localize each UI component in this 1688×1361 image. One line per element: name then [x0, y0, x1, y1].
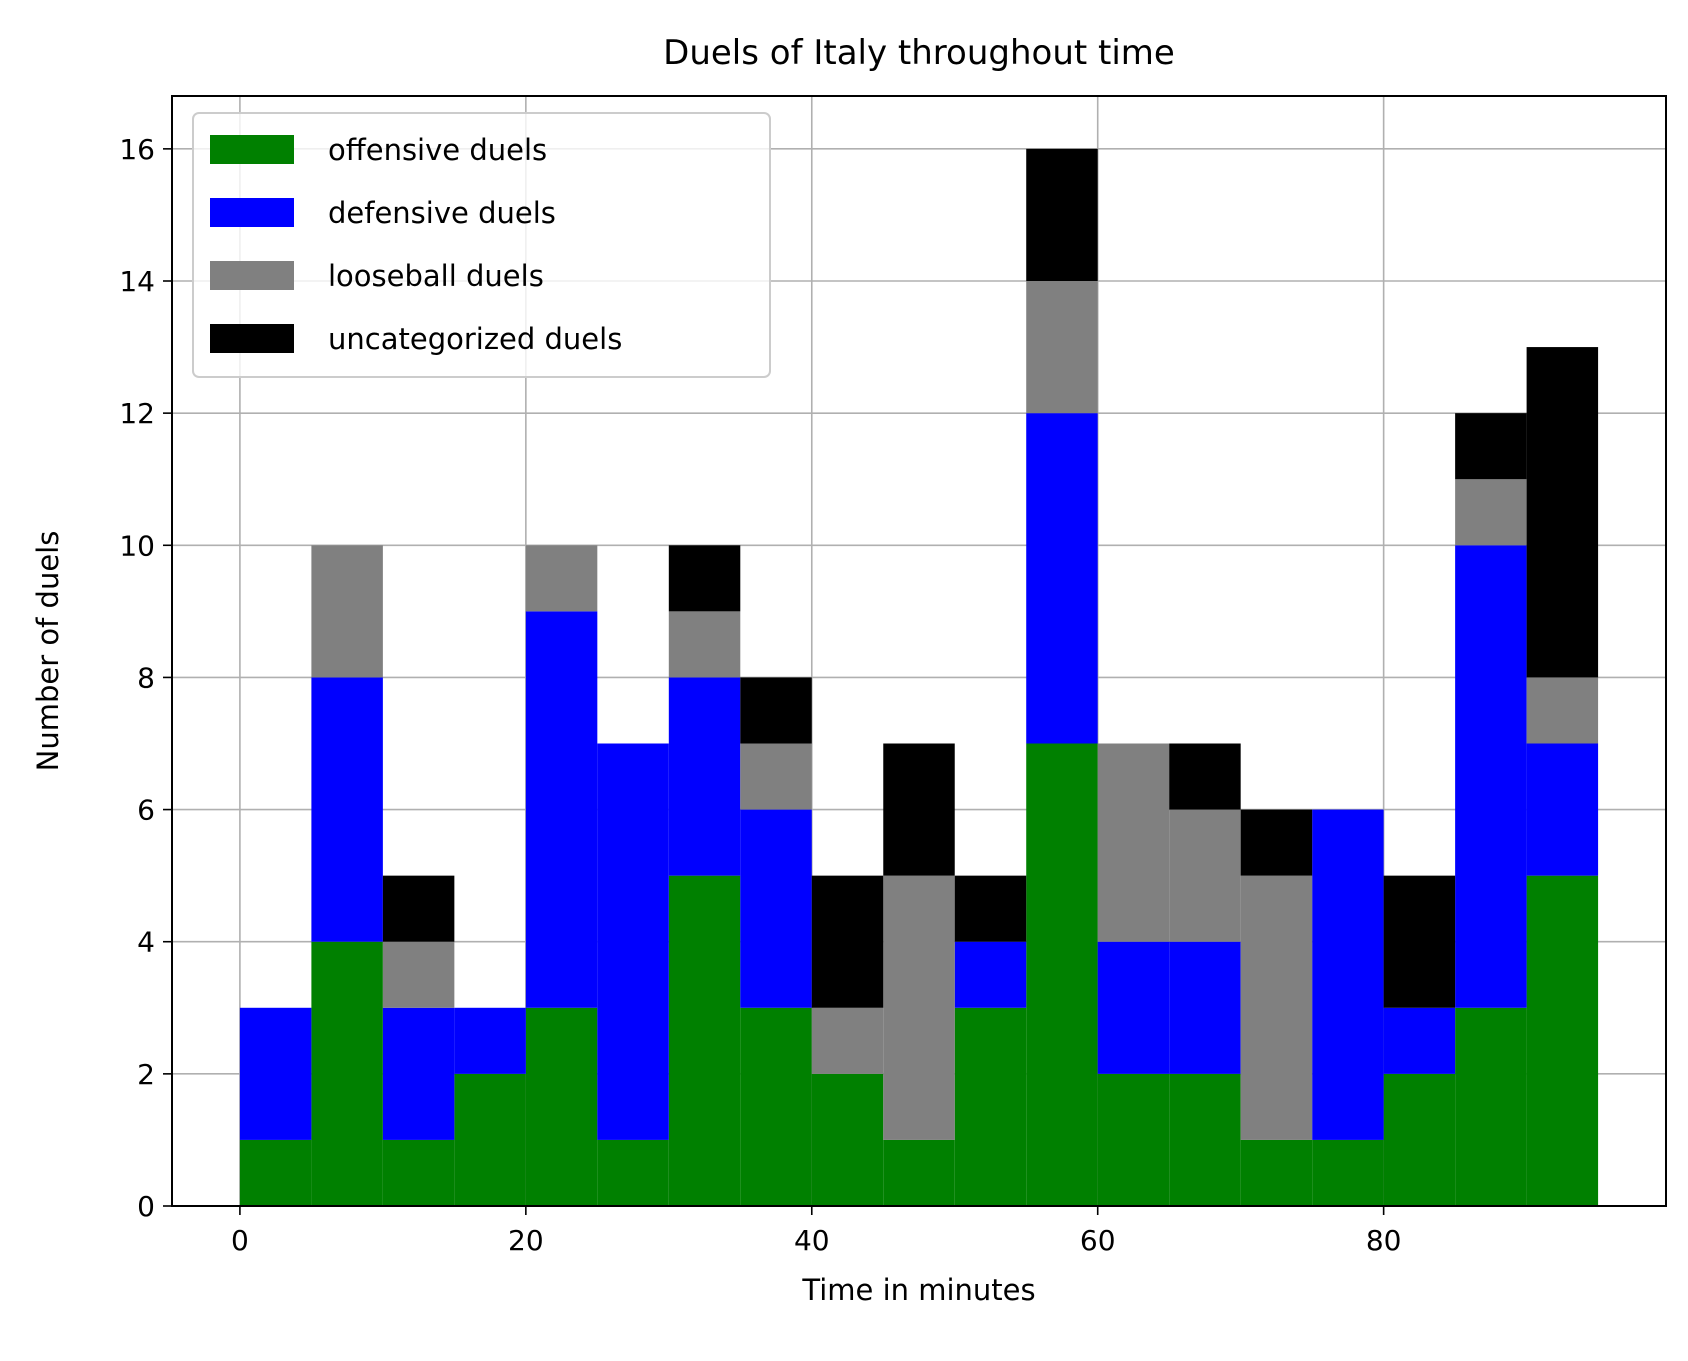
bar-uncategorized-duels-35: [740, 677, 812, 744]
legend-label-looseball-duels: looseball duels: [328, 259, 544, 293]
bar-offensive-duels-40: [811, 1073, 884, 1206]
chart-title: Duels of Italy throughout time: [663, 33, 1175, 73]
bar-uncategorized-duels-30: [668, 545, 741, 612]
x-tick-label: 60: [1080, 1224, 1116, 1257]
x-axis-ticks: 0 20 40 60 80: [231, 1206, 1401, 1257]
bar-offensive-duels-75: [1312, 1139, 1384, 1206]
bar-defensive-duels-25: [597, 743, 669, 1140]
bar-offensive-duels-80: [1383, 1073, 1456, 1206]
x-tick-label: 80: [1366, 1224, 1402, 1257]
bar-uncategorized-duels-40: [811, 875, 884, 1008]
bars: [239, 148, 1599, 1206]
legend-swatch-offensive-duels: [210, 135, 294, 164]
bar-looseball-duels-30: [668, 611, 741, 678]
x-tick-label: 0: [231, 1224, 249, 1257]
legend-swatch-looseball-duels: [210, 261, 294, 290]
bar-uncategorized-duels-85: [1455, 413, 1527, 480]
bar-looseball-duels-55: [1026, 281, 1098, 414]
y-tick-label: 8: [137, 661, 155, 694]
bar-defensive-duels-55: [1026, 413, 1098, 744]
bar-offensive-duels-10: [382, 1139, 455, 1206]
bar-looseball-duels-40: [811, 1007, 884, 1074]
bar-uncategorized-duels-70: [1240, 809, 1313, 876]
bar-uncategorized-duels-90: [1526, 347, 1599, 678]
x-axis-label: Time in minutes: [801, 1273, 1035, 1307]
plot-frame: [171, 95, 1667, 1207]
legend-box: [192, 112, 771, 378]
bar-uncategorized-duels-50: [954, 875, 1027, 942]
bar-looseball-duels-10: [382, 941, 455, 1008]
bar-looseball-duels-65: [1169, 809, 1241, 942]
bar-offensive-duels-50: [954, 1007, 1027, 1206]
bar-defensive-duels-75: [1312, 809, 1384, 1140]
y-tick-label: 16: [119, 133, 155, 166]
bar-uncategorized-duels-45: [883, 743, 955, 876]
bar-looseball-duels-35: [740, 743, 812, 810]
bar-uncategorized-duels-80: [1383, 875, 1456, 1008]
y-tick-label: 12: [119, 397, 155, 430]
bar-looseball-duels-90: [1526, 677, 1599, 744]
legend: offensive duels defensive duels looseball …: [192, 112, 771, 378]
bar-defensive-duels-85: [1455, 545, 1527, 1008]
bar-looseball-duels-20: [525, 545, 598, 612]
bar-offensive-duels-5: [311, 941, 383, 1206]
bar-defensive-duels-0: [239, 1007, 312, 1140]
legend-label-offensive-duels: offensive duels: [328, 133, 547, 167]
x-tick-label: 40: [794, 1224, 830, 1257]
bar-uncategorized-duels-65: [1169, 743, 1241, 810]
bar-offensive-duels-85: [1455, 1007, 1527, 1206]
bar-defensive-duels-10: [382, 1007, 455, 1140]
bar-looseball-duels-5: [311, 545, 383, 678]
bar-offensive-duels-55: [1026, 743, 1098, 1206]
bar-defensive-duels-60: [1097, 941, 1170, 1074]
bar-defensive-duels-20: [525, 611, 598, 1008]
bar-defensive-duels-35: [740, 809, 812, 1008]
y-tick-label: 10: [119, 529, 155, 562]
y-tick-label: 4: [137, 926, 155, 959]
bar-offensive-duels-35: [740, 1007, 812, 1206]
bar-defensive-duels-50: [954, 941, 1027, 1008]
y-tick-label: 2: [137, 1058, 155, 1091]
bar-offensive-duels-25: [597, 1139, 669, 1206]
bar-defensive-duels-5: [311, 677, 383, 942]
bar-defensive-duels-80: [1383, 1007, 1456, 1074]
bar-uncategorized-duels-55: [1026, 148, 1098, 281]
bar-offensive-duels-60: [1097, 1073, 1170, 1206]
bar-offensive-duels-15: [454, 1073, 526, 1206]
bar-looseball-duels-60: [1097, 743, 1170, 942]
y-tick-label: 6: [137, 794, 155, 827]
bar-defensive-duels-15: [454, 1007, 526, 1074]
y-axis-ticks: 0 2 4 6 8 10 12 14 16: [119, 133, 172, 1223]
bar-offensive-duels-70: [1240, 1139, 1313, 1206]
bar-uncategorized-duels-10: [382, 875, 455, 942]
bar-looseball-duels-45: [883, 875, 955, 1140]
bar-offensive-duels-20: [525, 1007, 598, 1206]
bar-offensive-duels-0: [239, 1139, 312, 1206]
y-tick-label: 0: [137, 1190, 155, 1223]
legend-swatch-uncategorized-duels: [210, 324, 294, 353]
bar-offensive-duels-45: [883, 1139, 955, 1206]
bar-defensive-duels-30: [668, 677, 741, 876]
bar-offensive-duels-90: [1526, 875, 1599, 1206]
y-axis-label: Number of duels: [31, 531, 65, 772]
bar-looseball-duels-85: [1455, 479, 1527, 546]
y-tick-label: 14: [119, 265, 155, 298]
bar-looseball-duels-70: [1240, 875, 1313, 1140]
bar-defensive-duels-90: [1526, 743, 1599, 876]
bar-offensive-duels-30: [668, 875, 741, 1206]
bar-defensive-duels-65: [1169, 941, 1241, 1074]
x-tick-label: 20: [508, 1224, 544, 1257]
legend-label-uncategorized-duels: uncategorized duels: [328, 322, 622, 356]
legend-swatch-defensive-duels: [210, 198, 294, 227]
bar-offensive-duels-65: [1169, 1073, 1241, 1206]
legend-label-defensive-duels: defensive duels: [328, 196, 556, 230]
